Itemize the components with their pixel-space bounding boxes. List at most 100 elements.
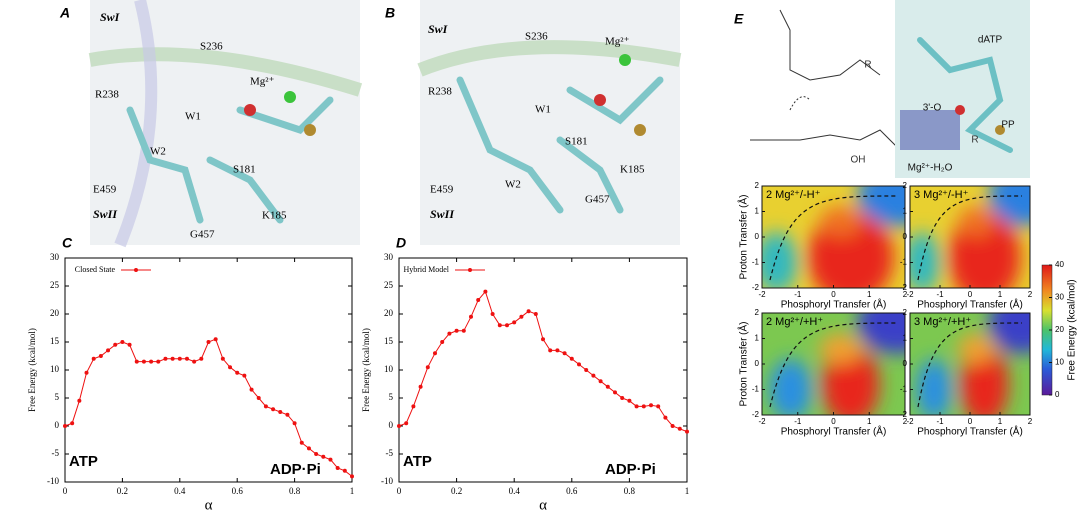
x-tick-label: 1 — [867, 417, 872, 426]
annotation: G457 — [585, 194, 610, 206]
point — [591, 373, 596, 378]
y-tick-label: 0 — [55, 420, 60, 430]
annotation: Mg²⁺ — [605, 36, 630, 48]
point — [519, 314, 524, 319]
annotation: W2 — [150, 146, 166, 158]
y-tick-label: 2 — [903, 308, 908, 317]
annotation: R — [864, 60, 871, 71]
y-tick-label: 1 — [903, 334, 908, 343]
point — [425, 365, 430, 370]
x-tick-label: 0.4 — [174, 486, 186, 496]
heat-blobs — [916, 313, 1030, 415]
point — [497, 323, 502, 328]
point — [627, 398, 632, 403]
heat-blobs — [769, 313, 905, 415]
path-arrow — [769, 322, 898, 408]
y-tick-label: 20 — [50, 308, 60, 318]
point — [512, 320, 517, 325]
x-tick-label: 1 — [685, 486, 690, 496]
point — [113, 342, 118, 347]
y-tick-label: 0 — [389, 420, 394, 430]
x-tick-label: -2 — [906, 290, 914, 299]
heat-blob — [988, 313, 1030, 354]
x-tick-label: -1 — [794, 290, 802, 299]
annotation: S236 — [525, 31, 548, 43]
y-axis-label: Free Energy (kcal/mol) — [27, 328, 37, 412]
y-tick-label: -10 — [381, 476, 393, 486]
point — [177, 356, 182, 361]
annotation: R238 — [428, 86, 452, 98]
point — [134, 359, 139, 364]
panel-label: D — [396, 235, 406, 251]
line — [398, 290, 688, 433]
y-tick-label: 30 — [50, 252, 60, 262]
structure-image-a — [88, 0, 363, 248]
heatmap — [910, 313, 1030, 415]
x-axis-label: Phosphoryl Transfer (Å) — [917, 425, 1023, 438]
y-tick-label: -5 — [52, 448, 60, 458]
x-axis-label: Phosphoryl Transfer (Å) — [917, 298, 1023, 311]
panel-label: A — [59, 5, 70, 21]
heat-blob — [958, 333, 994, 365]
point — [199, 356, 204, 361]
point — [306, 446, 311, 451]
point — [328, 457, 333, 462]
point — [256, 396, 261, 400]
x-tick-label: 2 — [1028, 417, 1033, 426]
point — [321, 454, 326, 459]
x-tick-label: 0.2 — [451, 486, 462, 496]
y-tick-label: -5 — [386, 448, 394, 458]
heat-blob — [819, 333, 863, 365]
point — [677, 426, 682, 431]
point — [350, 474, 354, 479]
point — [299, 440, 304, 445]
legend-label: Hybrid Model — [403, 265, 449, 274]
point — [156, 359, 161, 364]
point — [533, 312, 538, 316]
point — [120, 340, 125, 344]
x-tick-label: 1 — [867, 290, 872, 299]
point — [263, 404, 268, 409]
legend-marker — [134, 268, 138, 272]
y-tick-label: 5 — [389, 392, 394, 402]
heatmap — [910, 186, 1030, 288]
y-tick-label: -1 — [900, 258, 908, 267]
point — [649, 403, 653, 408]
y-tick-label: -2 — [900, 283, 908, 292]
point — [670, 424, 675, 428]
point — [213, 337, 218, 342]
heatmap-title: 2 Mg²⁺/+H⁺ — [766, 316, 823, 328]
point — [220, 356, 225, 361]
heatmap — [762, 313, 905, 415]
y-tick-label: 0 — [755, 359, 760, 368]
x-tick-label: -1 — [794, 417, 802, 426]
annotation: S236 — [200, 41, 223, 53]
colorbar-tick-label: 20 — [1055, 325, 1064, 334]
point — [461, 328, 466, 333]
point — [314, 452, 319, 456]
y-tick-label: 20 — [384, 308, 394, 318]
point — [418, 384, 423, 389]
heat-blob — [910, 231, 940, 288]
point — [127, 342, 132, 347]
point — [548, 348, 553, 353]
annotation: K185 — [262, 210, 287, 222]
y-axis-label: Free Energy (kcal/mol) — [361, 328, 371, 412]
path-arrow — [917, 322, 1023, 408]
point — [483, 289, 488, 294]
colorbar-tick-label: 30 — [1055, 293, 1064, 302]
annotation: SwI — [428, 22, 449, 36]
point — [70, 421, 75, 426]
annotation: 3'-O — [923, 103, 942, 114]
structure-image-b — [417, 0, 682, 245]
y-tick-label: 10 — [384, 364, 394, 374]
heat-blob — [819, 206, 863, 237]
point — [505, 323, 509, 328]
y-tick-label: -2 — [752, 410, 760, 419]
point — [433, 351, 437, 356]
point — [447, 331, 452, 336]
x-tick-label: 0 — [831, 290, 836, 299]
point — [663, 415, 668, 420]
point — [656, 404, 661, 409]
point — [149, 359, 154, 364]
